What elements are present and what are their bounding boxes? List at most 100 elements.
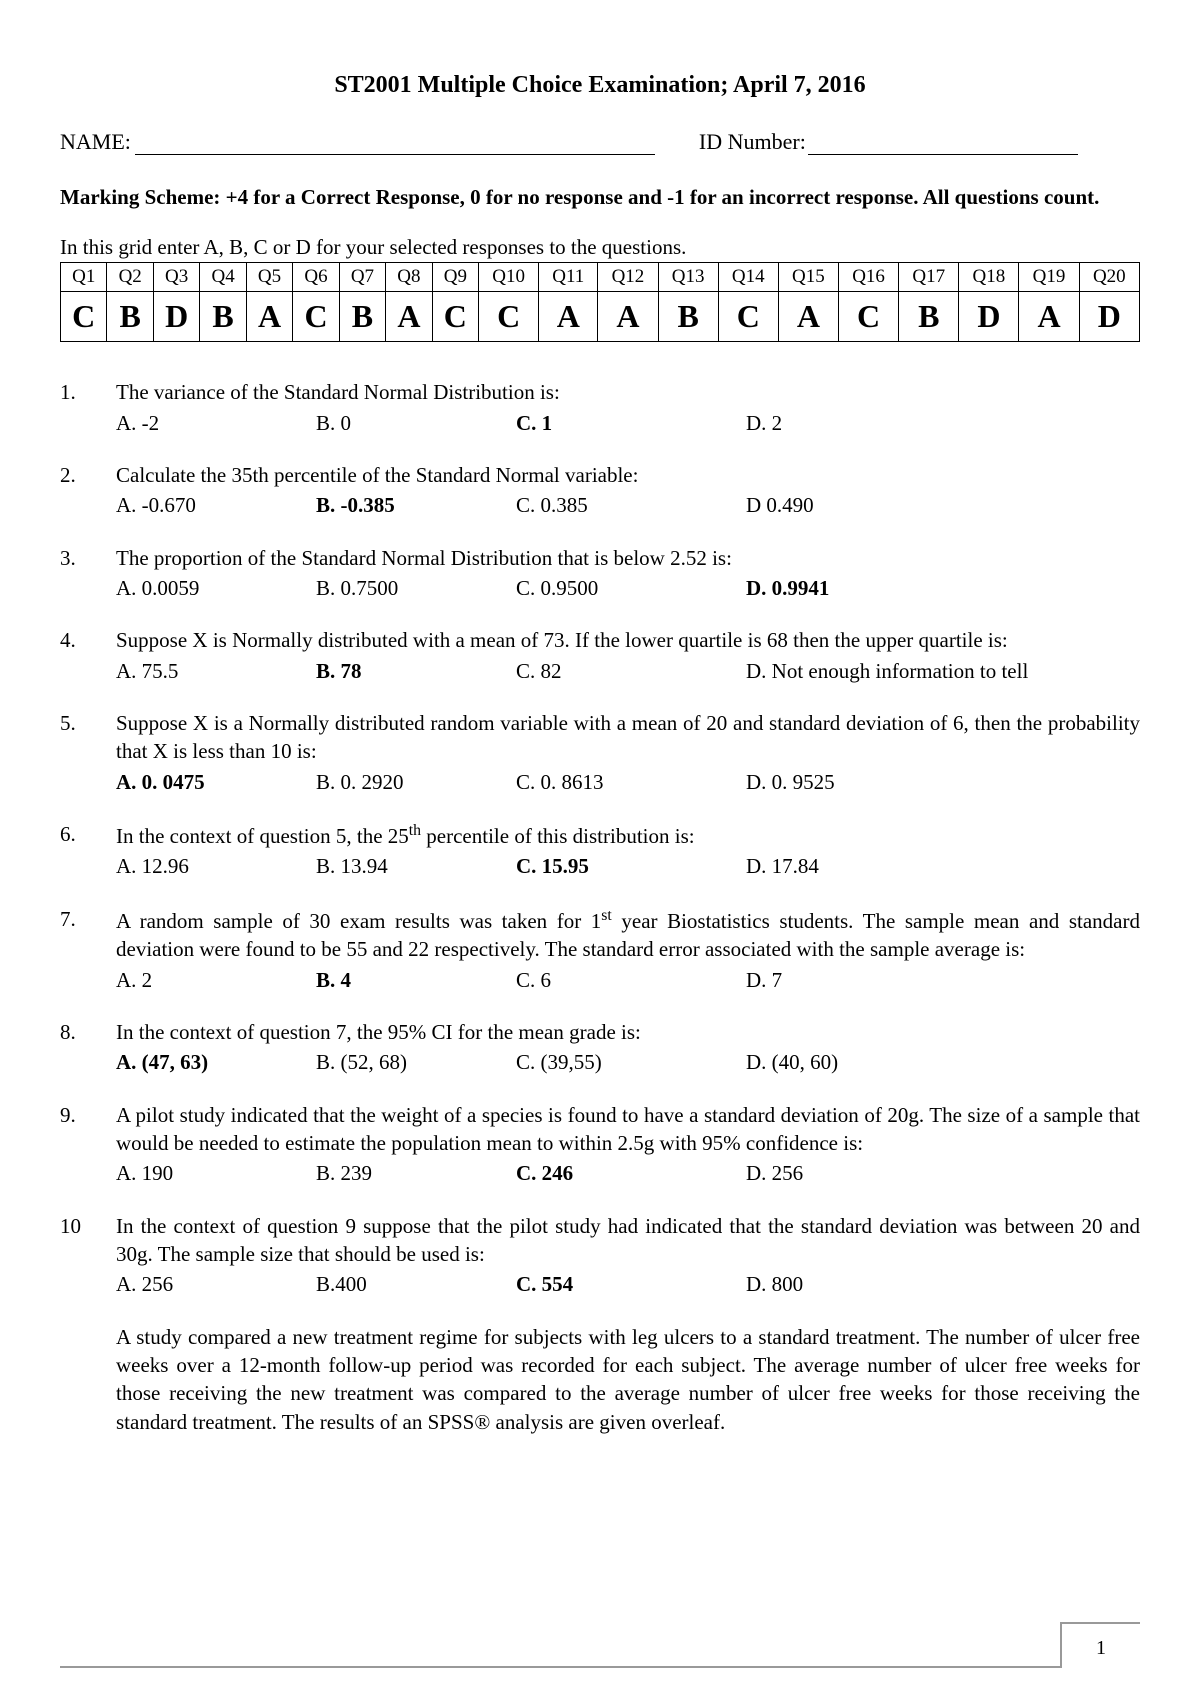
grid-header: Q6 — [293, 263, 339, 292]
options-row: A. -0.670B. -0.385C. 0.385D 0.490 — [116, 491, 1140, 519]
grid-answer: D — [959, 292, 1019, 342]
option: C. 82 — [516, 657, 746, 685]
marking-scheme: Marking Scheme: +4 for a Correct Respons… — [60, 183, 1140, 211]
option: D. 0.9941 — [746, 574, 946, 602]
question-text: A random sample of 30 exam results was t… — [116, 905, 1140, 964]
footer-line — [60, 1666, 1060, 1668]
question-body: A pilot study indicated that the weight … — [116, 1101, 1140, 1188]
grid-answer: D — [1079, 292, 1139, 342]
grid-answer: C — [718, 292, 778, 342]
question-body: In the context of question 7, the 95% CI… — [116, 1018, 1140, 1077]
grid-answer: B — [107, 292, 153, 342]
grid-header: Q17 — [899, 263, 959, 292]
grid-answer: A — [246, 292, 292, 342]
id-label: ID Number: — [699, 129, 806, 155]
grid-answer: C — [479, 292, 539, 342]
question: 3.The proportion of the Standard Normal … — [60, 544, 1140, 603]
question-number: 6. — [60, 820, 116, 881]
question-text: In the context of question 9 suppose tha… — [116, 1212, 1140, 1269]
option: D. Not enough information to tell — [746, 657, 1076, 685]
option: C. (39,55) — [516, 1048, 746, 1076]
question-text: Suppose X is a Normally distributed rand… — [116, 709, 1140, 766]
id-blank — [808, 135, 1078, 155]
option: B. 0. 2920 — [316, 768, 516, 796]
option: D. 7 — [746, 966, 946, 994]
options-row: A. 12.96B. 13.94C. 15.95D. 17.84 — [116, 852, 1140, 880]
question-text: Suppose X is Normally distributed with a… — [116, 626, 1140, 654]
option: B.400 — [316, 1270, 516, 1298]
exam-title: ST2001 Multiple Choice Examination; Apri… — [60, 72, 1140, 99]
question-text: In the context of question 7, the 95% CI… — [116, 1018, 1140, 1046]
grid-header: Q19 — [1019, 263, 1079, 292]
option: C. 0. 8613 — [516, 768, 746, 796]
page-number: 1 — [1060, 1622, 1140, 1668]
question-number: 10 — [60, 1212, 116, 1299]
question-text: The proportion of the Standard Normal Di… — [116, 544, 1140, 572]
grid-answer: A — [598, 292, 658, 342]
grid-answer: C — [293, 292, 339, 342]
question-number: 7. — [60, 905, 116, 994]
grid-header: Q12 — [598, 263, 658, 292]
question-number: 4. — [60, 626, 116, 685]
question-body: In the context of question 9 suppose tha… — [116, 1212, 1140, 1299]
question-number: 2. — [60, 461, 116, 520]
option: D. 2 — [746, 409, 946, 437]
option: B. -0.385 — [316, 491, 516, 519]
option: D. 256 — [746, 1159, 946, 1187]
option: D. 800 — [746, 1270, 946, 1298]
option: B. 0 — [316, 409, 516, 437]
option: D 0.490 — [746, 491, 946, 519]
question-text: Calculate the 35th percentile of the Sta… — [116, 461, 1140, 489]
option: B. 239 — [316, 1159, 516, 1187]
question: 7.A random sample of 30 exam results was… — [60, 905, 1140, 994]
option: C. 0.9500 — [516, 574, 746, 602]
option: A. 190 — [116, 1159, 316, 1187]
option: B. 13.94 — [316, 852, 516, 880]
grid-answer: B — [339, 292, 385, 342]
grid-header: Q20 — [1079, 263, 1139, 292]
grid-intro: In this grid enter A, B, C or D for your… — [60, 235, 1140, 260]
question-text: In the context of question 5, the 25th p… — [116, 820, 1140, 850]
grid-header: Q10 — [479, 263, 539, 292]
option: A. 0.0059 — [116, 574, 316, 602]
question-text: The variance of the Standard Normal Dist… — [116, 378, 1140, 406]
grid-header: Q13 — [658, 263, 718, 292]
question-body: A random sample of 30 exam results was t… — [116, 905, 1140, 994]
grid-answer: C — [432, 292, 478, 342]
grid-answer: B — [899, 292, 959, 342]
grid-header: Q18 — [959, 263, 1019, 292]
grid-header: Q5 — [246, 263, 292, 292]
grid-header: Q2 — [107, 263, 153, 292]
options-row: A. 0.0059B. 0.7500C. 0.9500D. 0.9941 — [116, 574, 1140, 602]
grid-answer: B — [658, 292, 718, 342]
option: D. (40, 60) — [746, 1048, 946, 1076]
question-number: 1. — [60, 378, 116, 437]
option: C. 15.95 — [516, 852, 746, 880]
question-text: A pilot study indicated that the weight … — [116, 1101, 1140, 1158]
question: 8.In the context of question 7, the 95% … — [60, 1018, 1140, 1077]
grid-answer: B — [200, 292, 246, 342]
question-body: Calculate the 35th percentile of the Sta… — [116, 461, 1140, 520]
name-blank — [135, 135, 655, 155]
question: 9.A pilot study indicated that the weigh… — [60, 1101, 1140, 1188]
options-row: A. 190B. 239C. 246D. 256 — [116, 1159, 1140, 1187]
option: B. 0.7500 — [316, 574, 516, 602]
option: A. -2 — [116, 409, 316, 437]
grid-answer: C — [61, 292, 107, 342]
grid-header: Q16 — [839, 263, 899, 292]
grid-answer: A — [1019, 292, 1079, 342]
grid-answer: A — [386, 292, 432, 342]
grid-header: Q4 — [200, 263, 246, 292]
question-body: In the context of question 5, the 25th p… — [116, 820, 1140, 881]
question-number: 3. — [60, 544, 116, 603]
grid-header: Q11 — [539, 263, 598, 292]
option: A. 2 — [116, 966, 316, 994]
option: A. -0.670 — [116, 491, 316, 519]
options-row: A. 75.5B. 78C. 82D. Not enough informati… — [116, 657, 1140, 685]
grid-answer: A — [778, 292, 838, 342]
options-row: A. 0. 0475B. 0. 2920C. 0. 8613D. 0. 9525 — [116, 768, 1140, 796]
question: 4.Suppose X is Normally distributed with… — [60, 626, 1140, 685]
option: B. 4 — [316, 966, 516, 994]
option: D. 17.84 — [746, 852, 946, 880]
option: C. 554 — [516, 1270, 746, 1298]
